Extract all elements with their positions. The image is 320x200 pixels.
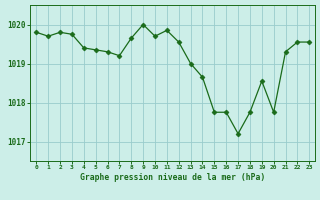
X-axis label: Graphe pression niveau de la mer (hPa): Graphe pression niveau de la mer (hPa) bbox=[80, 173, 265, 182]
